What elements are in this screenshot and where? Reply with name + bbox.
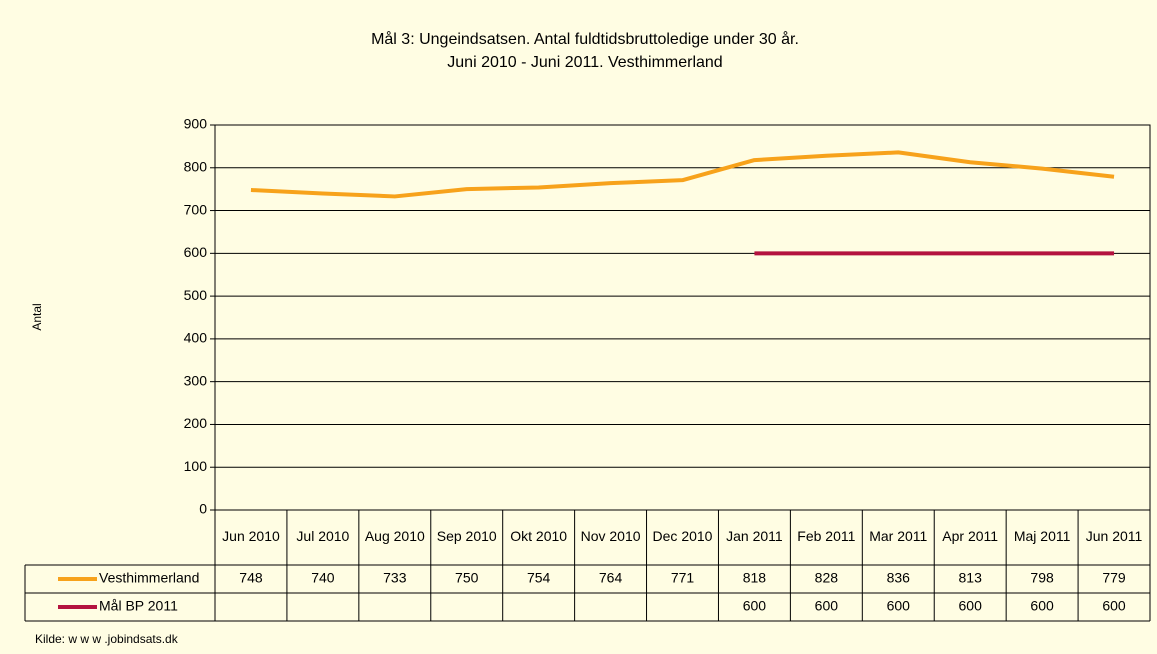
y-axis-label: Antal [30, 303, 44, 330]
y-tick-label: 500 [184, 287, 208, 303]
table-value: 836 [887, 570, 911, 586]
x-tick-label: Jun 2010 [222, 528, 280, 544]
series-line [250, 150, 1115, 199]
plot-area [214, 124, 1151, 511]
y-tick-label: 300 [184, 372, 208, 388]
y-tick-label: 200 [184, 415, 208, 431]
table-value: 600 [815, 598, 839, 614]
table-value: 740 [311, 570, 335, 586]
x-tick-label: Dec 2010 [653, 528, 713, 544]
source-note: Kilde: w w w .jobindsats.dk [35, 632, 179, 646]
chart-subtitle: Juni 2010 - Juni 2011. Vesthimmerland [447, 54, 722, 71]
table-value: 748 [239, 570, 263, 586]
x-tick-label: Sep 2010 [437, 528, 497, 544]
x-tick-label: Jul 2010 [296, 528, 349, 544]
table-value: 813 [959, 570, 983, 586]
table-value: 600 [959, 598, 983, 614]
table-value: 600 [1030, 598, 1054, 614]
y-tick-label: 700 [184, 201, 208, 217]
table-value: 771 [671, 570, 695, 586]
table-value: 779 [1102, 570, 1126, 586]
table-value: 818 [743, 570, 767, 586]
x-tick-label: Jan 2011 [726, 528, 783, 544]
x-tick-label: Jun 2011 [1086, 528, 1143, 544]
x-tick-label: Mar 2011 [869, 528, 927, 544]
table-value: 600 [1102, 598, 1126, 614]
y-tick-label: 400 [184, 330, 208, 346]
table-value: 798 [1030, 570, 1054, 586]
table-value: 600 [743, 598, 767, 614]
table-value: 828 [815, 570, 839, 586]
table-value: 750 [455, 570, 479, 586]
y-tick-label: 900 [184, 116, 208, 132]
legend-label: Vesthimmerland [99, 570, 199, 586]
x-tick-label: Maj 2011 [1014, 528, 1071, 544]
x-tick-label: Apr 2011 [942, 528, 998, 544]
x-tick-label: Feb 2011 [797, 528, 855, 544]
legend-label: Mål BP 2011 [99, 598, 178, 614]
x-tick-label: Okt 2010 [510, 528, 567, 544]
y-tick-label: 800 [184, 158, 208, 174]
table-value: 764 [599, 570, 623, 586]
table-value: 600 [887, 598, 911, 614]
table-value: 754 [527, 570, 551, 586]
y-tick-label: 0 [199, 501, 207, 517]
x-tick-label: Aug 2010 [365, 528, 425, 544]
x-tick-label: Nov 2010 [581, 528, 641, 544]
y-tick-label: 600 [184, 244, 208, 260]
y-tick-label: 100 [184, 458, 208, 474]
chart-title: Mål 3: Ungeindsatsen. Antal fuldtidsbrut… [371, 30, 799, 48]
table-value: 733 [383, 570, 407, 586]
